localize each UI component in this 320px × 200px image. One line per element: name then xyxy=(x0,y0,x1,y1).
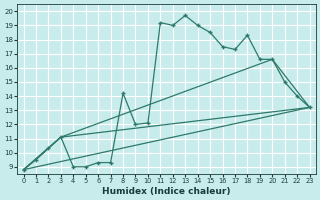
X-axis label: Humidex (Indice chaleur): Humidex (Indice chaleur) xyxy=(102,187,231,196)
